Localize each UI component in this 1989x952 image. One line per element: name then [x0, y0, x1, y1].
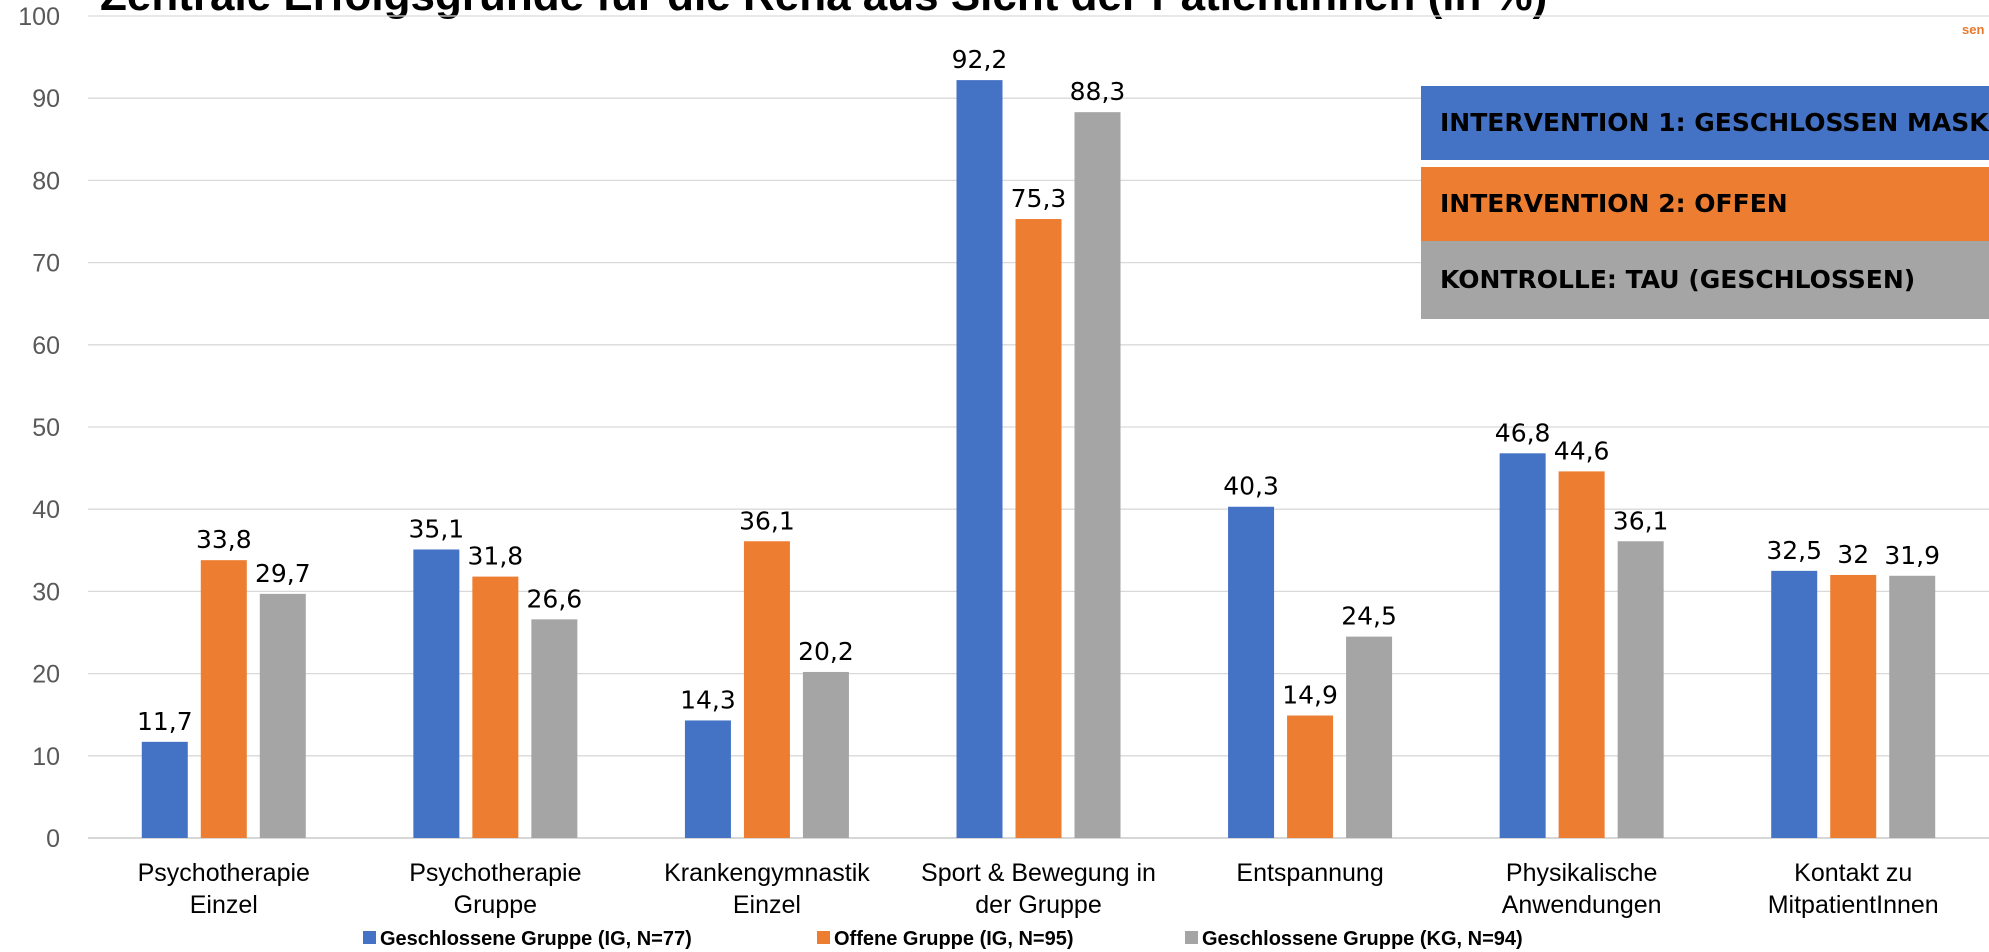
x-tick-label: MitpatientInnen	[1768, 891, 1939, 919]
x-tick-label: Gruppe	[454, 891, 537, 919]
bar	[259, 593, 306, 838]
y-tick-label: 40	[32, 496, 60, 524]
bar	[413, 549, 460, 838]
bar	[1346, 636, 1393, 838]
x-tick-label: der Gruppe	[975, 891, 1101, 919]
x-tick-label: Krankengymnastik	[664, 859, 870, 887]
bar	[1889, 575, 1936, 838]
intervention-1-box: INTERVENTION 1: GESCHLOSSEN MASKE	[1421, 86, 1989, 160]
bar-value-label: 29,7	[255, 559, 311, 588]
bar-value-label: 92,2	[952, 45, 1008, 74]
y-tick-label: 60	[32, 332, 60, 360]
y-tick-label: 80	[32, 167, 60, 195]
legend-swatch	[817, 931, 830, 944]
legend-label: Offene Gruppe (IG, N=95)	[834, 928, 1073, 950]
bar	[531, 619, 578, 838]
bar-value-label: 44,6	[1554, 436, 1610, 465]
legend-label: Geschlossene Gruppe (IG, N=77)	[380, 928, 692, 950]
bar	[1499, 453, 1546, 838]
bar	[1074, 112, 1121, 838]
x-tick-label: Einzel	[733, 891, 801, 919]
bar-value-label: 33,8	[196, 525, 252, 554]
bar	[802, 671, 849, 838]
bar	[1558, 471, 1605, 838]
y-tick-label: 10	[32, 743, 60, 771]
y-tick-label: 20	[32, 661, 60, 689]
x-tick-label: Sport & Bewegung in	[921, 859, 1156, 887]
y-tick-label: 90	[32, 85, 60, 113]
bar	[1015, 219, 1062, 838]
bar	[956, 80, 1003, 839]
x-tick-label: Psychotherapie	[409, 859, 581, 887]
bar	[684, 720, 731, 838]
x-tick-label: Anwendungen	[1502, 891, 1662, 919]
bar-value-label: 32	[1837, 540, 1869, 569]
bar-value-label: 75,3	[1011, 184, 1067, 213]
bar-value-label: 14,9	[1282, 681, 1338, 710]
y-tick-label: 100	[18, 3, 60, 31]
legend-swatch	[1185, 931, 1198, 944]
bars	[141, 80, 1936, 839]
bar	[1228, 506, 1275, 838]
x-tick-label: Kontakt zu	[1794, 859, 1912, 887]
intervention-2-box: INTERVENTION 2: OFFEN	[1421, 167, 1989, 241]
bar	[472, 576, 519, 838]
bar-value-label: 36,1	[1613, 506, 1669, 535]
bar-value-label: 24,5	[1341, 602, 1397, 631]
x-axis-labels: Psychotherapie Einzel Psychotherapie Gruppe…	[138, 859, 1939, 919]
control-box: KONTROLLE: TAU (GESCHLOSSEN)	[1421, 241, 1989, 319]
bar-value-label: 35,1	[409, 514, 465, 543]
bar-value-label: 88,3	[1070, 77, 1126, 106]
bar-labels: 11,7 33,829,7 35,131,826,6 14,3 36,1 20,2 92,2…	[137, 45, 1940, 736]
x-tick-label: Einzel	[190, 891, 258, 919]
legend-swatch	[363, 931, 376, 944]
y-tick-label: 30	[32, 578, 60, 606]
bar-value-label: 31,9	[1884, 541, 1940, 570]
x-tick-label: Physikalische	[1506, 859, 1657, 887]
legend: Geschlossene Gruppe (IG, N=77) Offene Gru…	[363, 928, 1523, 950]
y-tick-label: 0	[46, 825, 60, 853]
bar	[200, 560, 247, 838]
legend-label: Geschlossene Gruppe (KG, N=94)	[1202, 928, 1523, 950]
corner-logo-text: sen	[1962, 22, 1985, 37]
bar-value-label: 14,3	[680, 685, 736, 714]
y-axis-ticks: 0 10 20 30 40 50 60 70 80 90 100	[18, 3, 60, 853]
bar-value-label: 20,2	[798, 637, 854, 666]
bar-value-label: 36,1	[739, 506, 795, 535]
bar	[743, 541, 790, 838]
bar-value-label: 11,7	[137, 707, 193, 736]
x-tick-label: Psychotherapie	[138, 859, 310, 887]
y-tick-label: 50	[32, 414, 60, 442]
x-tick-label: Entspannung	[1236, 859, 1383, 887]
bar	[1617, 541, 1664, 838]
bar-value-label: 46,8	[1495, 418, 1551, 447]
bar-value-label: 32,5	[1766, 536, 1822, 565]
bar	[141, 741, 188, 838]
bar	[1830, 574, 1877, 838]
bar-value-label: 31,8	[468, 542, 524, 571]
y-tick-label: 70	[32, 250, 60, 278]
bar-value-label: 40,3	[1223, 472, 1279, 501]
bar	[1771, 570, 1818, 838]
bar	[1287, 715, 1334, 838]
bar-value-label: 26,6	[527, 584, 583, 613]
chart-title: Zentrale Erfolgsgründe für die Reha aus …	[100, 0, 1547, 20]
